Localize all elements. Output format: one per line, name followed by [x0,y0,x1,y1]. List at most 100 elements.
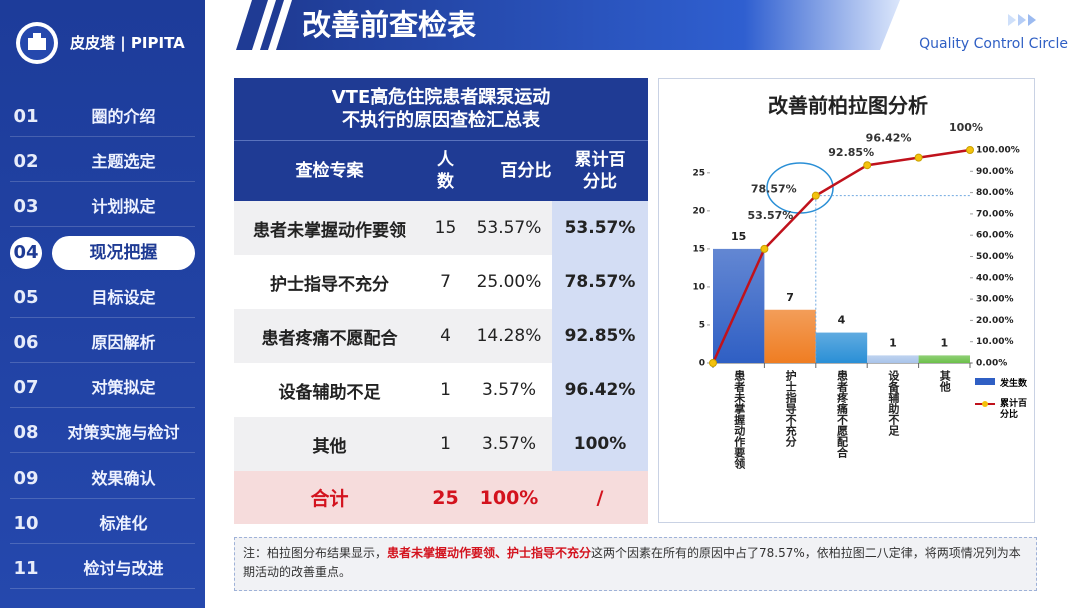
table-cell: 3.57% [466,417,552,471]
nav-item[interactable]: 对策实施与检讨 [67,423,180,443]
nav-divider [10,588,195,589]
nav-item[interactable]: 效果确认 [91,468,156,488]
column-header: 百分比 [466,140,552,201]
nav-item[interactable]: 计划拟定 [91,197,156,217]
table-cell: 78.57% [552,255,649,309]
table-cell: 护士指导不充分 [234,255,425,309]
nav-item[interactable]: 检讨与改进 [83,559,164,578]
line-point [863,161,872,170]
table-cell: 92.85% [552,309,649,363]
line-start [711,248,766,364]
bar-label: 1 [889,336,897,349]
table-cell: 96.42% [552,363,649,417]
nav-number: 04 [13,241,39,263]
x-tick-label: 设备辅助不足 [886,370,900,436]
table-cell: 3.57% [466,363,552,417]
check-table: VTE高危住院患者踝泵运动 不执行的原因查检汇总表查检专案 人数 百分比 累计百分比患者… [234,78,649,524]
nav-number: 07 [13,377,39,399]
line-point [811,191,820,200]
nav-item[interactable]: 现况把握 [89,242,158,263]
table-cell: 25.00% [466,255,552,309]
y2-tick-label: 0.00% [976,359,1007,369]
nav-number: 06 [13,332,39,353]
bar-label: 15 [731,230,746,243]
nav-item[interactable]: 目标设定 [91,287,156,307]
note: 注：柏拉图分布结果显示，患者未掌握动作要领、护士指导不充分这两个因素在所有的原因… [234,537,1037,591]
nav-divider [10,542,195,544]
nav-number: 01 [13,106,39,127]
x-tick-label: 患者疼痛不愿配合 [835,370,849,458]
table-row: 护士指导不充分 7 25.00% 78.57% [234,255,649,309]
active-pill [52,235,195,270]
nav-item[interactable]: 主题选定 [91,152,156,172]
nav-item[interactable]: 原因解析 [91,333,156,352]
table-cell: 53.57% [552,201,649,255]
header-row: 查检专案 人数 百分比 累计百分比 [234,140,649,201]
bar [918,355,970,363]
table-title-line: 不执行的原因查检汇总表 [342,110,540,131]
total-cell: / [552,471,649,524]
brand: 皮皮塔 | PIPITA [70,34,185,52]
table-cell: 100% [552,417,649,471]
nav-divider [10,497,195,499]
nav-divider [10,226,195,228]
chart-title: 改善前柏拉图分析 [768,94,928,118]
title-row: VTE高危住院患者踝泵运动 不执行的原因查检汇总表 [234,78,649,141]
sidebar: 皮皮塔 | PIPITA 01 圈的介绍 02 主题选定 03 计划拟定 04 现况把握 05 目… [0,0,205,608]
y2-tick-label: 70.00% [976,209,1014,219]
column-header: 人数 [425,140,466,201]
nav-number: 09 [13,467,39,489]
nav-item[interactable]: 对策拟定 [91,378,156,398]
total-cell: 100% [466,471,552,524]
nav-item[interactable]: 标准化 [99,513,148,533]
line-label: 78.57% [751,183,797,196]
logo [16,22,58,64]
bar-label: 1 [940,336,948,349]
nav-divider [10,136,195,137]
table-cell: 1 [425,363,466,417]
total-row: 合计 25 100% / [234,471,649,524]
table-cell: 患者未掌握动作要领 [234,201,425,255]
y2-tick-label: 20.00% [976,316,1014,326]
origin-dot [709,359,717,367]
nav-number: 10 [13,512,39,534]
y-tick-label: 0 [699,359,705,369]
line-label: 53.57% [747,209,793,222]
nav-number: 02 [13,151,39,173]
y2-tick-label: 60.00% [976,231,1014,241]
y2-tick-label: 80.00% [976,188,1014,198]
nav-number: 11 [13,558,39,579]
nav-item[interactable]: 圈的介绍 [91,107,156,126]
x-tick-label: 其他 [938,370,952,392]
nav-divider [10,362,195,363]
bar-label: 7 [786,291,794,304]
line-point [760,244,769,253]
table-cell: 设备辅助不足 [234,363,425,417]
column-header-text: 查检专案 [295,161,364,181]
y2-tick-label: 50.00% [976,252,1014,262]
legend-label: 累计百分比 [1000,399,1028,420]
y2-tick-label: 10.00% [976,337,1014,347]
bar-label: 4 [838,314,846,327]
table-row: 设备辅助不足 1 3.57% 96.42% [234,363,649,417]
total-cell: 25 [425,471,466,524]
column-header-text: 累计百分比 [574,150,626,192]
bar [815,332,868,363]
y-tick-label: 10 [692,282,705,292]
nav-divider [10,452,195,454]
note-highlight: 患者未掌握动作要领、护士指导不充分 [387,546,592,560]
table-cell: 15 [425,201,466,255]
table-cell: 53.57% [466,201,552,255]
line-label: 92.85% [828,146,874,159]
nav-divider [10,181,195,183]
tagline: Quality Control Circle [919,36,1068,52]
page-title: 改善前查检表 [302,8,476,42]
table-cell: 1 [425,417,466,471]
table-cell: 4 [425,309,466,363]
active-num-bg [10,236,42,269]
y-tick-label: 20 [692,206,705,216]
table-cell: 14.28% [466,309,552,363]
